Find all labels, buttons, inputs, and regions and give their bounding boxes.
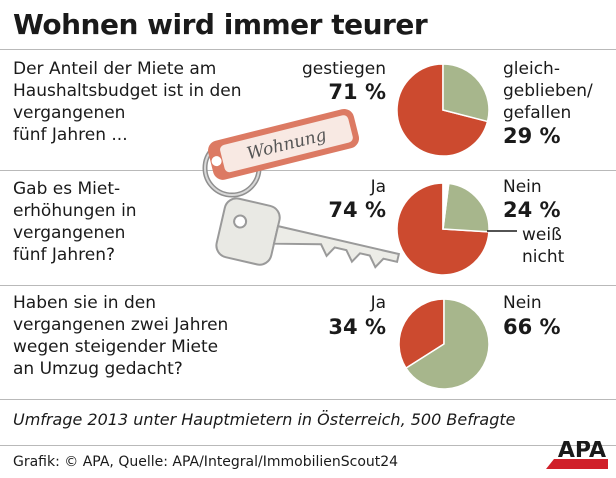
pie-slice-3 — [442, 182, 450, 230]
slice-label: Nein — [503, 177, 542, 197]
source-credit: Grafik: © APA, Quelle: APA/Integral/Immo… — [13, 454, 399, 470]
chart-title: Wohnen wird immer teurer — [13, 8, 428, 41]
slice-label: nicht — [522, 247, 565, 267]
divider — [0, 285, 616, 286]
survey-note: Umfrage 2013 unter Hauptmietern in Öster… — [13, 410, 516, 429]
pie-slice-2 — [442, 182, 490, 233]
slice-label: weiß — [522, 225, 562, 245]
apa-logo: APA — [546, 441, 608, 469]
leader-line — [487, 230, 517, 232]
question-2: Gab es Miet- erhöhungen in vergangenen f… — [13, 179, 137, 265]
slice-label: gleich- — [503, 59, 560, 79]
slice-label: geblieben/ — [503, 81, 593, 101]
apa-logo-text: APA — [558, 441, 606, 463]
question-3: Haben sie in den vergangenen zwei Jahren… — [13, 293, 229, 379]
divider — [0, 170, 616, 171]
slice-value: 71 % — [328, 80, 386, 104]
divider — [0, 399, 616, 400]
slice-value: 74 % — [328, 198, 386, 222]
slice-value: 24 % — [503, 198, 561, 222]
pie-slice-2 — [404, 298, 490, 390]
slice-label: gefallen — [503, 103, 572, 123]
key-tag-icon: Wohnung — [208, 108, 360, 180]
divider — [0, 49, 616, 50]
slice-label: gestiegen — [302, 59, 386, 79]
slice-label: Ja — [370, 177, 386, 197]
slice-value: 66 % — [503, 315, 561, 339]
key-illustration: Wohnung — [202, 108, 401, 269]
pie-chart-3 — [398, 298, 490, 390]
slice-label: Nein — [503, 293, 542, 313]
slice-label: Ja — [370, 293, 386, 313]
question-1: Der Anteil der Miete am Haushaltsbudget … — [13, 59, 242, 145]
key-icon — [215, 197, 401, 269]
slice-value: 34 % — [328, 315, 386, 339]
slice-value: 29 % — [503, 124, 561, 148]
pie-slice-2 — [442, 63, 490, 123]
pie-chart-2 — [396, 182, 490, 276]
divider — [0, 445, 616, 446]
pie-chart-1 — [396, 63, 490, 157]
